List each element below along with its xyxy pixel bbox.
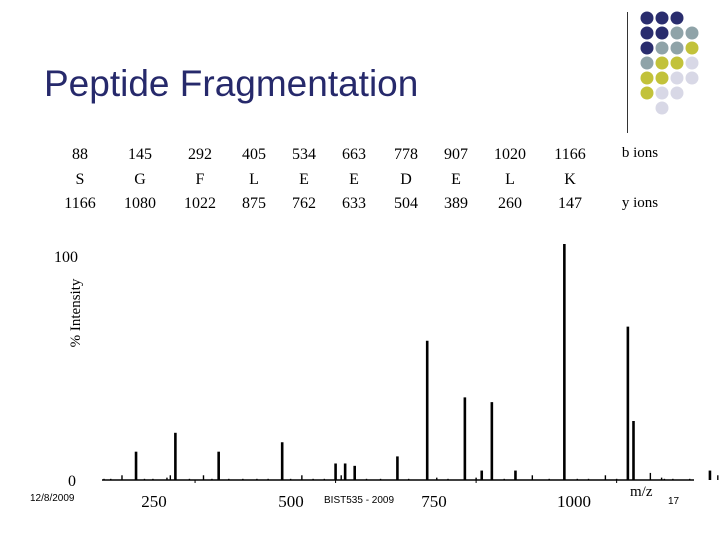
x-axis-label: m/z [630,484,653,500]
decorative-dot [685,26,699,40]
decorative-dot [670,41,684,55]
x-tick-1000: 1000 [557,492,591,511]
fragment-column: 145 G 1080 [110,143,170,217]
y-tick-0: 0 [68,473,76,490]
decorative-rule [627,12,628,133]
x-tick-750: 750 [421,492,447,511]
b-ion-mass: 1166 [554,146,586,163]
fragment-column: 778 D 504 [376,143,436,217]
b-ions-label: b ions [621,145,659,161]
residue-letter: E [299,170,309,188]
residue-letter: D [400,170,412,188]
decorative-dot [670,86,684,100]
residue-letter: E [349,170,359,188]
decorative-dot [655,41,669,55]
decorative-dot [640,41,654,55]
decorative-dot [685,56,699,70]
decorative-dot [655,101,669,115]
decorative-dot [655,86,669,100]
fragment-column: 405 L 875 [224,143,284,217]
fragment-column: 292 F 1022 [170,143,230,217]
b-ion-mass: 145 [128,146,152,163]
slide-title: Peptide Fragmentation [44,63,419,104]
y-ion-mass: 1166 [64,195,96,212]
y-ion-mass: 504 [394,195,418,212]
fragment-column: 663 E 633 [324,143,384,217]
y-ion-mass: 633 [342,195,366,212]
b-ion-mass: 405 [242,146,266,163]
residue-letter: F [195,170,205,188]
decorative-dot [655,71,669,85]
residue-letter: S [75,170,85,188]
y-ion-mass: 875 [242,195,266,212]
fragment-column: 1166 K 147 [540,143,600,217]
b-ion-mass: 663 [342,146,366,163]
footer-course: BIST535 - 2009 [324,495,395,506]
page-number: 17 [668,496,680,507]
residue-letter: L [249,170,259,188]
decorative-dot [670,56,684,70]
decorative-dot [685,71,699,85]
decorative-dot [640,11,654,25]
y-tick-100: 100 [54,249,78,266]
residue-letter: E [451,170,461,188]
b-ion-mass: 1020 [494,146,526,163]
y-ion-mass: 1080 [124,195,156,212]
residue-letter: G [134,170,146,188]
b-ion-mass: 907 [444,146,468,163]
fragment-column: 907 E 389 [426,143,486,217]
x-tick-500: 500 [278,492,304,511]
b-ion-mass: 88 [72,146,88,163]
y-ion-mass: 260 [498,195,522,212]
residue-letter: K [564,170,576,188]
y-ion-mass: 762 [292,195,316,212]
y-ions-label: y ions [621,195,659,211]
b-ion-mass: 778 [394,146,418,163]
decorative-dot [670,71,684,85]
footer-date: 12/8/2009 [30,493,75,504]
fragment-column: 1020 L 260 [480,143,540,217]
b-ion-mass: 292 [188,146,212,163]
residue-letter: L [505,170,515,188]
decorative-dot [640,26,654,40]
x-tick-250: 250 [141,492,167,511]
b-ion-mass: 534 [292,146,316,163]
decorative-dot-grid [640,11,699,115]
fragment-column: 88 S 1166 [50,143,110,217]
decorative-dot [655,11,669,25]
decorative-dot [640,71,654,85]
decorative-dot [670,26,684,40]
decorative-dot [670,11,684,25]
decorative-dot [655,26,669,40]
decorative-dot [640,56,654,70]
y-ion-mass: 147 [558,195,582,212]
decorative-dot [640,86,654,100]
fragment-column: 534 E 762 [274,143,334,217]
y-ion-mass: 389 [444,195,468,212]
decorative-dot [685,41,699,55]
decorative-dot [655,56,669,70]
y-ion-mass: 1022 [184,195,216,212]
